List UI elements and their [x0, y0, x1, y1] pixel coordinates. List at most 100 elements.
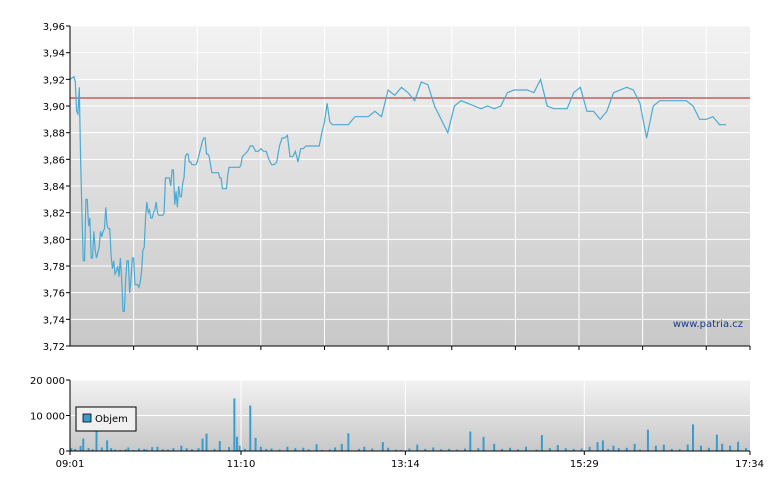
price-y-tick-label: 3,74 [43, 315, 65, 326]
price-y-tick-label: 3,86 [43, 155, 65, 166]
volume-bar [408, 448, 411, 451]
volume-bar [151, 447, 154, 451]
volume-bar [132, 449, 135, 451]
volume-bar [74, 448, 77, 451]
volume-bar [524, 446, 527, 451]
price-x-ticks [133, 346, 751, 350]
volume-bar [100, 447, 103, 451]
volume-bar [707, 447, 710, 451]
volume-bar [110, 448, 113, 451]
volume-bar [699, 445, 702, 451]
price-y-tick-label: 3,96 [43, 22, 65, 33]
volume-bar [205, 433, 208, 451]
volume-bar [371, 448, 374, 451]
volume-bar [294, 448, 297, 451]
volume-bar [172, 448, 175, 451]
volume-bar [236, 436, 239, 451]
volume-bar [469, 431, 472, 451]
volume-bar [464, 448, 467, 451]
volume-bar [596, 442, 599, 451]
volume-bar [265, 448, 268, 451]
volume-bar [440, 449, 443, 451]
volume-bar [721, 443, 724, 451]
volume-bar [540, 435, 543, 451]
volume-bar [601, 440, 604, 451]
price-y-tick-label: 3,82 [43, 209, 65, 220]
volume-bar [729, 445, 732, 451]
volume-bar [477, 448, 480, 451]
volume-bar [161, 449, 164, 451]
volume-x-tick-label: 13:14 [391, 459, 420, 470]
volume-bar [145, 449, 148, 451]
volume-bars [70, 398, 748, 451]
volume-bar [167, 449, 170, 451]
volume-bar [218, 441, 221, 451]
volume-bar [185, 448, 188, 451]
price-grid [70, 25, 750, 347]
volume-bar [416, 444, 419, 451]
volume-bar [692, 424, 695, 451]
volume-bar [617, 448, 620, 451]
volume-bar [302, 447, 305, 451]
volume-y-tick-label: 0 [59, 447, 65, 458]
volume-bar [612, 445, 615, 451]
volume-bar [737, 441, 740, 451]
legend-swatch-icon [82, 413, 92, 423]
volume-bar [127, 447, 130, 451]
volume-bar [106, 440, 109, 451]
volume-bar [328, 449, 331, 451]
volume-bar [387, 447, 390, 451]
volume-bar [201, 438, 204, 451]
watermark-text: www.patria.cz [673, 319, 743, 330]
volume-bar [213, 448, 216, 451]
volume-bar [482, 436, 485, 451]
volume-bar [70, 448, 73, 451]
volume-bar [432, 447, 435, 451]
volume-bar [79, 446, 82, 451]
volume-bar [493, 443, 496, 451]
volume-bar [745, 448, 748, 451]
volume-bar [509, 447, 512, 451]
volume-bar [580, 448, 583, 451]
volume-bar [715, 434, 718, 451]
price-y-tick-label: 3,84 [43, 182, 65, 193]
volume-bar [334, 447, 337, 451]
volume-bar [95, 426, 98, 451]
price-y-tick-label: 3,92 [43, 75, 65, 86]
volume-bar [564, 448, 567, 451]
volume-bar [197, 448, 200, 451]
volume-x-tick-label: 11:10 [227, 459, 256, 470]
legend-label: Objem [95, 414, 128, 425]
volume-bar [456, 449, 459, 451]
volume-bar [501, 448, 504, 451]
volume-bar [82, 438, 85, 451]
volume-y-tick-label: 10 000 [30, 412, 65, 423]
volume-bar [548, 448, 551, 451]
price-y-tick-label: 3,78 [43, 262, 65, 273]
volume-bar [400, 449, 403, 451]
price-y-tick-label: 3,90 [43, 102, 65, 113]
price-y-axis: 3,72 3,74 3,76 3,78 3,80 3,82 3,84 3,86 3,88 3,90… [43, 22, 70, 353]
price-panel: 3,72 3,74 3,76 3,78 3,80 3,82 3,84 3,86 3,88 3,90… [43, 22, 751, 353]
volume-bar [228, 447, 231, 451]
volume-bar [654, 445, 657, 451]
volume-bar [381, 442, 384, 451]
volume-bar [114, 449, 117, 451]
volume-bar [357, 448, 360, 451]
volume-bar [254, 437, 257, 451]
volume-bar [320, 449, 323, 451]
volume-bar [156, 446, 159, 451]
volume-bar [180, 445, 183, 451]
volume-bar [243, 448, 246, 451]
volume-bar [238, 445, 241, 451]
volume-bar [625, 447, 628, 451]
volume-x-axis: 09:01 11:10 13:14 15:29 17:34 [56, 451, 764, 470]
volume-bar [270, 448, 273, 451]
price-y-tick-label: 3,76 [43, 289, 65, 300]
volume-bar [307, 449, 310, 451]
volume-bar [340, 443, 343, 451]
volume-bar [363, 446, 366, 451]
volume-bar [278, 449, 281, 451]
volume-x-tick-label: 15:29 [570, 459, 599, 470]
